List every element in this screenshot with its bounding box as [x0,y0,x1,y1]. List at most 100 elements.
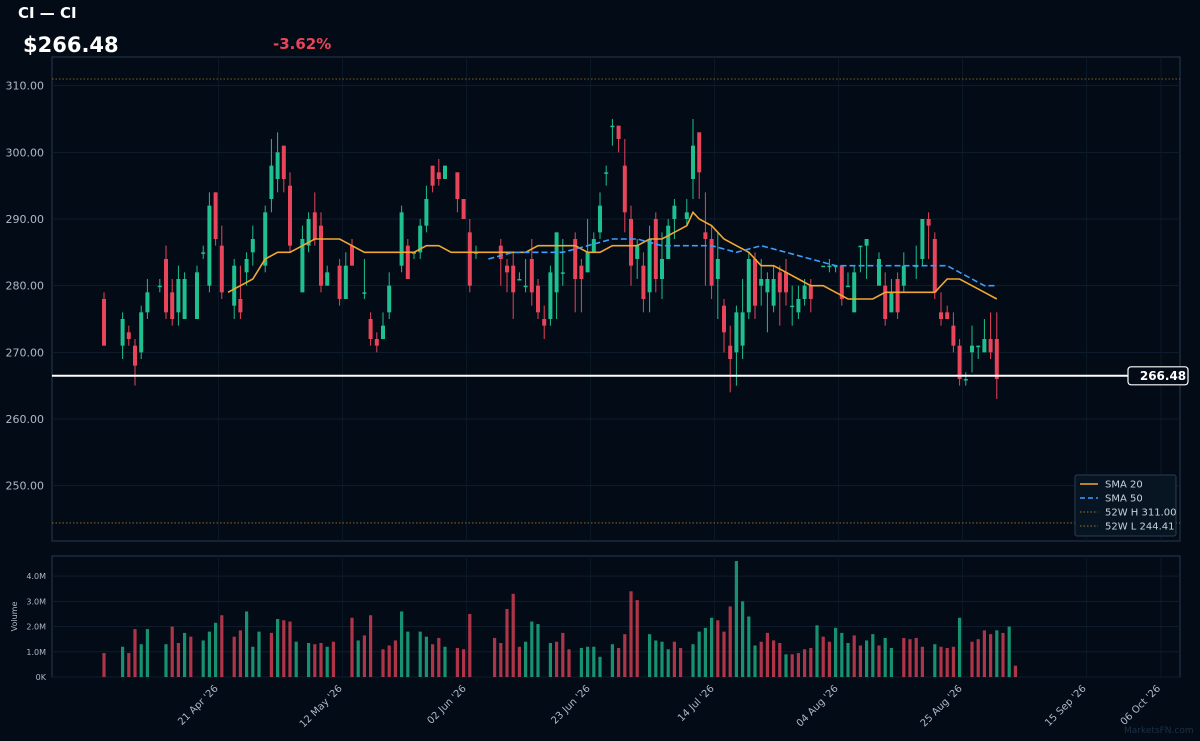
volume-bar [976,639,980,677]
candle-body [207,205,212,286]
legend-label: 52W L 244.41 [1105,522,1175,533]
sma50-line [488,238,997,287]
volume-bar [908,639,912,677]
candle-body [467,232,472,286]
volume-bar [970,641,974,677]
candle-body [802,285,807,299]
candle-body [759,279,764,286]
candle-body [523,285,528,288]
volume-bar [623,634,627,677]
candle-body [709,239,714,286]
candle-body [201,252,206,254]
candle-body [827,265,832,268]
price-panel [51,56,1181,542]
candle-body [455,172,460,199]
volume-bar [815,625,819,677]
candle-body [362,292,367,294]
volume-bar [387,645,391,677]
volume-bar [877,645,881,677]
candle-body [647,239,652,293]
candle-body [889,292,894,313]
price-change: -3.62% [273,35,332,53]
candle-body [703,232,708,239]
candle-body [430,165,435,186]
volume-bar [505,608,509,677]
candle-body [963,379,968,381]
volume-bar [697,631,701,677]
candle-body [213,192,218,239]
current-price: $266.48 [23,33,119,57]
volume-bar [728,606,732,677]
volume-bar [462,649,466,677]
candle-body [666,225,671,259]
volume-bar [207,631,211,677]
volume-bar [747,616,751,677]
candle-body [616,125,621,139]
volume-axis-label: Volume [10,602,19,632]
volume-bar [1001,632,1005,677]
volume-bar [586,646,590,677]
candle-body [232,265,237,306]
candle-body [374,339,379,346]
candle-body [653,219,658,279]
volume-bar [189,636,193,677]
volume-bar [524,641,528,677]
volume-bar [548,642,552,677]
candle-body [399,212,404,266]
volume-bar [933,644,937,677]
volume-bar [183,632,187,677]
volume-bar [753,645,757,677]
volume-bar [282,620,286,677]
volume-bar [418,631,422,677]
candle-body [157,285,162,288]
candle-body [418,225,423,253]
volume-bar [635,600,639,677]
candle-body [325,272,330,286]
volume-bar [369,615,373,677]
candle-body [269,165,274,199]
candle-body [288,185,292,246]
volume-bar [400,611,404,677]
candle-body [691,145,695,179]
candle-body [740,312,745,346]
volume-bar [982,630,986,677]
candle-body [988,339,993,353]
volume-tick-label: 3.0M [26,597,46,606]
candle-body [461,199,466,219]
candle-body [579,265,584,279]
volume-bars [102,561,1017,677]
candle-body [926,219,931,226]
volume-bar [716,620,720,677]
volume-bar [288,621,292,677]
candle-body [443,165,447,179]
candle-body [672,205,677,219]
candle-body [722,305,726,333]
candle-body [511,265,516,293]
sma20-line [227,210,998,300]
volume-bar [214,622,218,677]
candle-body [281,145,286,179]
legend-box [1074,474,1177,537]
volume-bar [251,646,255,677]
volume-bar [493,637,497,677]
candle-body [784,272,788,293]
price-tick-label: 280.00 [6,280,45,293]
candle-body [585,252,590,273]
volume-bar [858,645,862,677]
volume-bar [958,617,962,677]
date-tick-label: 04 Aug '26 [795,683,841,729]
volume-tick-label: 2.0M [26,623,46,632]
volume-bar [871,634,875,677]
volume-bar [579,648,583,677]
candle-body [529,259,534,293]
candle-body [126,332,131,339]
candle-body [591,239,596,253]
candle-body [381,325,385,339]
volume-bar [443,646,447,677]
watermark: MarketsFN.com [1124,726,1194,736]
candle-body [852,272,857,313]
legend-label: SMA 50 [1105,494,1143,505]
price-tick-label: 260.00 [6,413,45,426]
volume-bar [139,644,143,677]
